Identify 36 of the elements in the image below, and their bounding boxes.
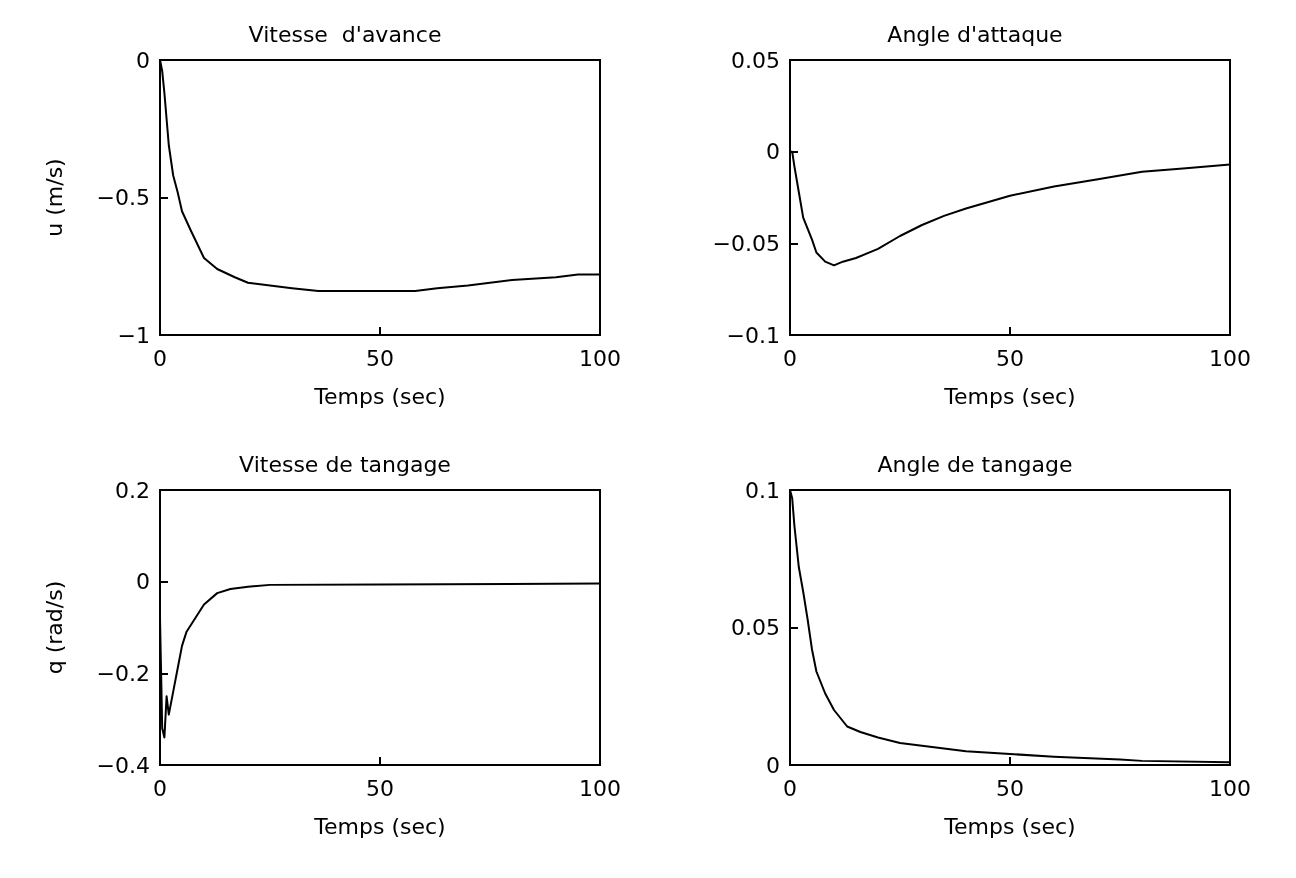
chart-title: Vitesse de tangage [239, 451, 451, 477]
x-tick-label: 0 [153, 345, 167, 371]
y-tick-label: 0.05 [731, 615, 780, 640]
y-tick-label: 0.1 [745, 477, 780, 503]
chart-title: Angle d'attaque [887, 21, 1063, 47]
y-tick-label: −0.4 [96, 752, 150, 778]
chart-title: Angle de tangage [877, 451, 1073, 477]
x-axis-title: Temps (sec) [943, 813, 1076, 839]
chart-title: Vitesse d'avance [248, 21, 442, 47]
y-tick-label: 0 [766, 752, 780, 778]
y-tick-label: −1 [117, 322, 150, 348]
x-tick-label: 100 [579, 775, 621, 801]
x-tick-label: 50 [996, 775, 1024, 801]
y-tick-label: −0.1 [726, 322, 780, 348]
x-tick-label: 100 [1209, 775, 1251, 801]
y-tick-label: −0.05 [712, 230, 780, 256]
x-tick-label: 0 [153, 775, 167, 801]
y-tick-label: −0.2 [96, 660, 150, 686]
y-tick-label: −0.5 [96, 185, 150, 210]
x-axis-title: Temps (sec) [313, 813, 446, 839]
x-tick-label: 50 [996, 345, 1024, 371]
y-tick-label: 0 [766, 139, 780, 165]
y-tick-label: 0.2 [115, 477, 150, 503]
x-tick-label: 50 [366, 775, 394, 801]
y-axis-title: u (m/s) [41, 158, 67, 237]
y-axis-title: q (rad/s) [41, 580, 67, 675]
x-tick-label: 0 [783, 775, 797, 801]
y-tick-label: 0 [136, 569, 150, 595]
x-axis-title: Temps (sec) [943, 383, 1076, 409]
x-tick-label: 0 [783, 345, 797, 371]
x-tick-label: 100 [1209, 345, 1251, 371]
y-tick-label: 0 [136, 47, 150, 73]
y-tick-label: 0.05 [731, 47, 780, 73]
x-tick-label: 50 [366, 345, 394, 371]
x-axis-title: Temps (sec) [313, 383, 446, 409]
x-tick-label: 100 [579, 345, 621, 371]
